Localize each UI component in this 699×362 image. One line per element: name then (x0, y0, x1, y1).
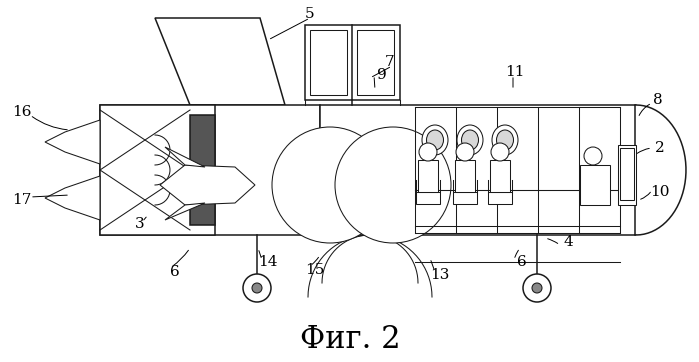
Circle shape (252, 283, 262, 293)
Polygon shape (160, 165, 255, 205)
Polygon shape (45, 120, 100, 164)
Circle shape (456, 143, 474, 161)
Ellipse shape (461, 130, 479, 150)
Bar (357, 30, 394, 95)
Text: 4: 4 (563, 235, 573, 249)
Text: 14: 14 (258, 255, 278, 269)
Bar (618, 145, 636, 205)
Ellipse shape (426, 130, 443, 150)
Bar (305, 25, 400, 100)
Ellipse shape (422, 125, 448, 155)
Text: 15: 15 (305, 263, 325, 277)
Circle shape (272, 127, 388, 243)
Bar (455, 160, 475, 192)
Text: 6: 6 (517, 255, 527, 269)
Text: 7: 7 (385, 55, 395, 69)
Bar (320, 105, 635, 235)
Circle shape (584, 147, 602, 165)
Text: 16: 16 (13, 105, 31, 119)
Circle shape (419, 143, 437, 161)
Text: 6: 6 (170, 265, 180, 279)
Text: 5: 5 (305, 7, 315, 21)
Text: 10: 10 (650, 185, 670, 199)
Bar (453, 192, 477, 204)
Ellipse shape (496, 130, 514, 150)
Text: Фиг. 2: Фиг. 2 (300, 324, 401, 355)
Bar (490, 160, 510, 192)
Text: 9: 9 (377, 68, 387, 82)
Circle shape (335, 127, 451, 243)
Text: 11: 11 (505, 65, 525, 79)
Circle shape (523, 274, 551, 302)
Bar (488, 192, 512, 204)
Bar (190, 115, 215, 225)
Polygon shape (165, 147, 205, 167)
Bar (100, 105, 215, 235)
Text: 17: 17 (13, 193, 31, 207)
Polygon shape (45, 176, 100, 220)
Ellipse shape (492, 125, 518, 155)
Circle shape (532, 283, 542, 293)
Text: 8: 8 (653, 93, 663, 107)
Text: 2: 2 (655, 141, 665, 155)
Bar (580, 165, 610, 205)
Polygon shape (165, 203, 205, 220)
Bar (620, 148, 634, 200)
Bar (310, 30, 347, 95)
Polygon shape (155, 18, 285, 105)
Bar (418, 160, 438, 192)
Text: 13: 13 (431, 268, 449, 282)
Text: 3: 3 (135, 217, 145, 231)
Circle shape (243, 274, 271, 302)
Circle shape (491, 143, 509, 161)
Ellipse shape (457, 125, 483, 155)
Bar (100, 105, 320, 235)
Bar (416, 192, 440, 204)
